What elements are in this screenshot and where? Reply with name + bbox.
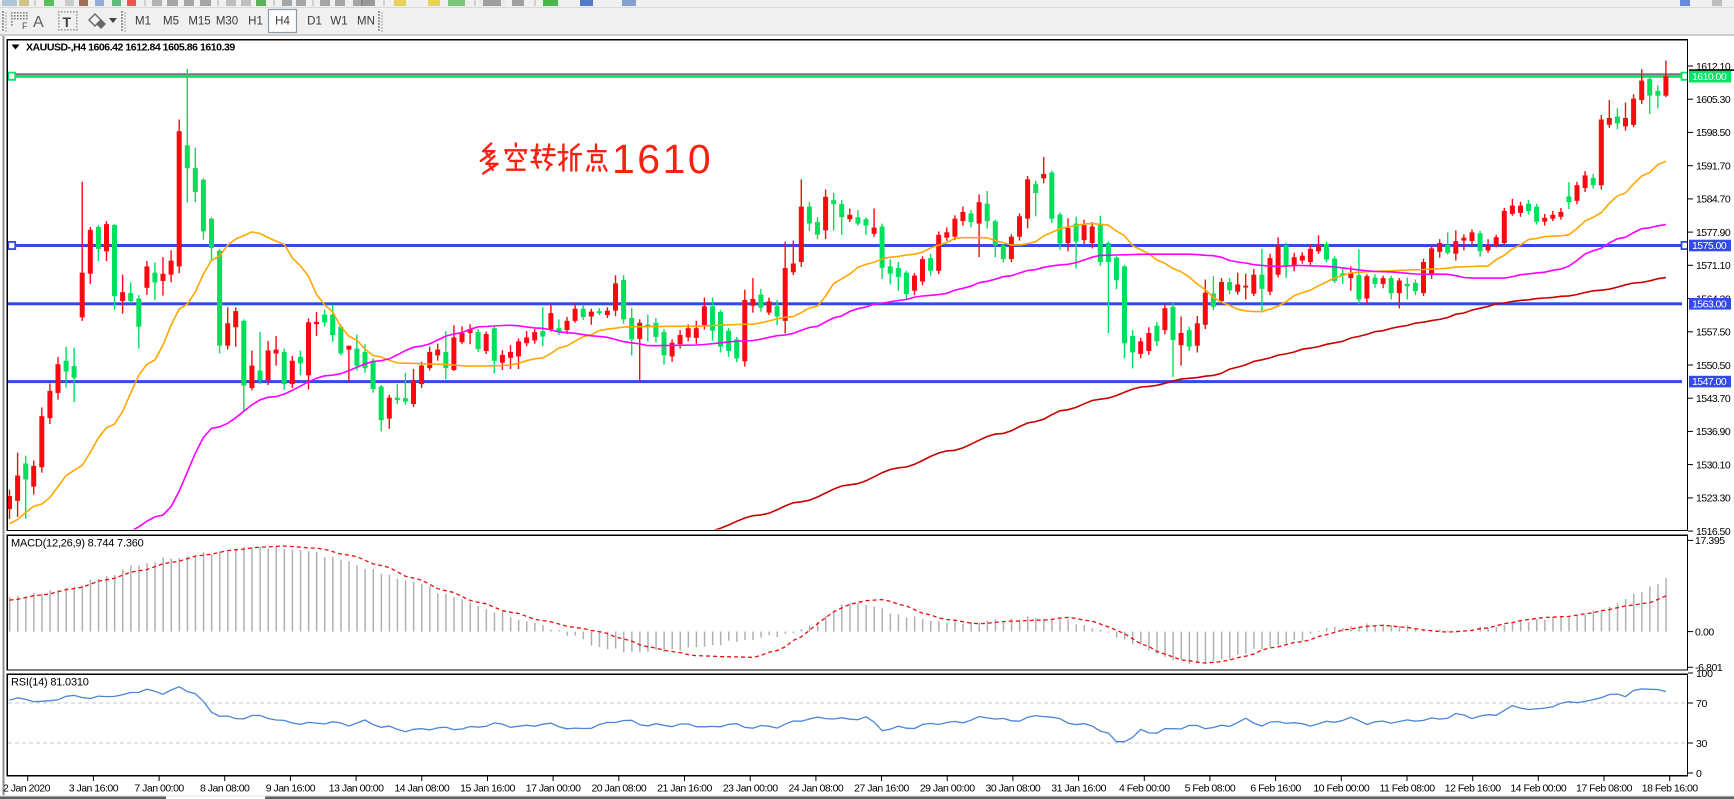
svg-text:1547.00: 1547.00 [1692, 376, 1727, 388]
svg-text:100: 100 [1696, 668, 1713, 680]
svg-text:6 Feb 16:00: 6 Feb 16:00 [1250, 783, 1301, 795]
svg-text:M15: M15 [188, 16, 210, 28]
svg-text:1575.00: 1575.00 [1692, 240, 1727, 252]
svg-text:29 Jan 00:00: 29 Jan 00:00 [920, 783, 975, 795]
svg-text:W1: W1 [330, 16, 347, 28]
svg-text:1523.30: 1523.30 [1696, 493, 1731, 505]
svg-text:21 Jan 16:00: 21 Jan 16:00 [657, 783, 712, 795]
svg-text:1610: 1610 [612, 136, 713, 182]
svg-text:MACD(12,26,9) 8.744 7.360: MACD(12,26,9) 8.744 7.360 [11, 538, 144, 550]
svg-text:13 Jan 00:00: 13 Jan 00:00 [329, 783, 384, 795]
svg-text:1550.50: 1550.50 [1696, 360, 1731, 372]
svg-text:H1: H1 [248, 16, 263, 28]
svg-text:1591.70: 1591.70 [1696, 161, 1731, 173]
svg-text:9 Jan 16:00: 9 Jan 16:00 [266, 783, 316, 795]
svg-text:1563.00: 1563.00 [1692, 298, 1727, 310]
svg-text:17 Jan 00:00: 17 Jan 00:00 [526, 783, 581, 795]
svg-text:24 Jan 08:00: 24 Jan 08:00 [789, 783, 844, 795]
svg-text:23 Jan 00:00: 23 Jan 00:00 [723, 783, 778, 795]
svg-text:14 Jan 08:00: 14 Jan 08:00 [394, 783, 449, 795]
svg-text:H4: H4 [275, 16, 290, 28]
svg-text:2 Jan 2020: 2 Jan 2020 [3, 783, 51, 795]
svg-text:30 Jan 08:00: 30 Jan 08:00 [986, 783, 1041, 795]
svg-text:T: T [63, 14, 72, 30]
svg-text:30: 30 [1696, 738, 1708, 750]
svg-text:12 Feb 16:00: 12 Feb 16:00 [1445, 783, 1502, 795]
svg-text:1605.30: 1605.30 [1696, 94, 1731, 106]
svg-text:1584.70: 1584.70 [1696, 194, 1731, 206]
svg-text:14 Feb 00:00: 14 Feb 00:00 [1510, 783, 1567, 795]
svg-text:XAUUSD-,H4 1606.42 1612.84 16: XAUUSD-,H4 1606.42 1612.84 1605.86 1610.… [26, 42, 235, 54]
svg-text:31 Jan 16:00: 31 Jan 16:00 [1051, 783, 1106, 795]
svg-text:18 Feb 16:00: 18 Feb 16:00 [1642, 783, 1699, 795]
svg-text:4 Feb 00:00: 4 Feb 00:00 [1119, 783, 1170, 795]
svg-text:0: 0 [1696, 768, 1702, 780]
svg-text:-6.801: -6.801 [1695, 662, 1723, 674]
svg-text:RSI(14) 81.0310: RSI(14) 81.0310 [11, 677, 89, 689]
svg-text:1577.90: 1577.90 [1696, 227, 1731, 239]
svg-text:7 Jan 00:00: 7 Jan 00:00 [134, 783, 184, 795]
svg-text:0.00: 0.00 [1695, 626, 1714, 638]
svg-text:MN: MN [357, 16, 375, 28]
svg-text:5 Feb 08:00: 5 Feb 08:00 [1185, 783, 1236, 795]
svg-text:8 Jan 08:00: 8 Jan 08:00 [200, 783, 250, 795]
svg-text:1571.10: 1571.10 [1696, 260, 1731, 272]
svg-text:F: F [22, 21, 28, 31]
svg-text:A: A [33, 14, 44, 31]
svg-text:10 Feb 00:00: 10 Feb 00:00 [1313, 783, 1370, 795]
svg-text:D1: D1 [307, 16, 322, 28]
svg-text:1610.00: 1610.00 [1692, 71, 1727, 83]
svg-text:17 Feb 08:00: 17 Feb 08:00 [1576, 783, 1633, 795]
svg-text:3 Jan 16:00: 3 Jan 16:00 [69, 783, 119, 795]
svg-text:20 Jan 08:00: 20 Jan 08:00 [591, 783, 646, 795]
svg-text:1536.90: 1536.90 [1696, 426, 1731, 438]
svg-text:15 Jan 16:00: 15 Jan 16:00 [460, 783, 515, 795]
svg-text:M5: M5 [163, 16, 179, 28]
svg-text:1598.50: 1598.50 [1696, 127, 1731, 139]
svg-text:M1: M1 [135, 16, 151, 28]
svg-text:M30: M30 [216, 16, 238, 28]
svg-text:17.395: 17.395 [1695, 535, 1725, 547]
svg-text:1530.10: 1530.10 [1696, 459, 1731, 471]
svg-text:27 Jan 16:00: 27 Jan 16:00 [854, 783, 909, 795]
svg-text:1543.70: 1543.70 [1696, 393, 1731, 405]
svg-text:70: 70 [1696, 698, 1708, 710]
svg-text:1557.50: 1557.50 [1696, 327, 1731, 339]
svg-text:1516.50: 1516.50 [1696, 526, 1731, 538]
svg-text:11 Feb 08:00: 11 Feb 08:00 [1379, 783, 1435, 795]
